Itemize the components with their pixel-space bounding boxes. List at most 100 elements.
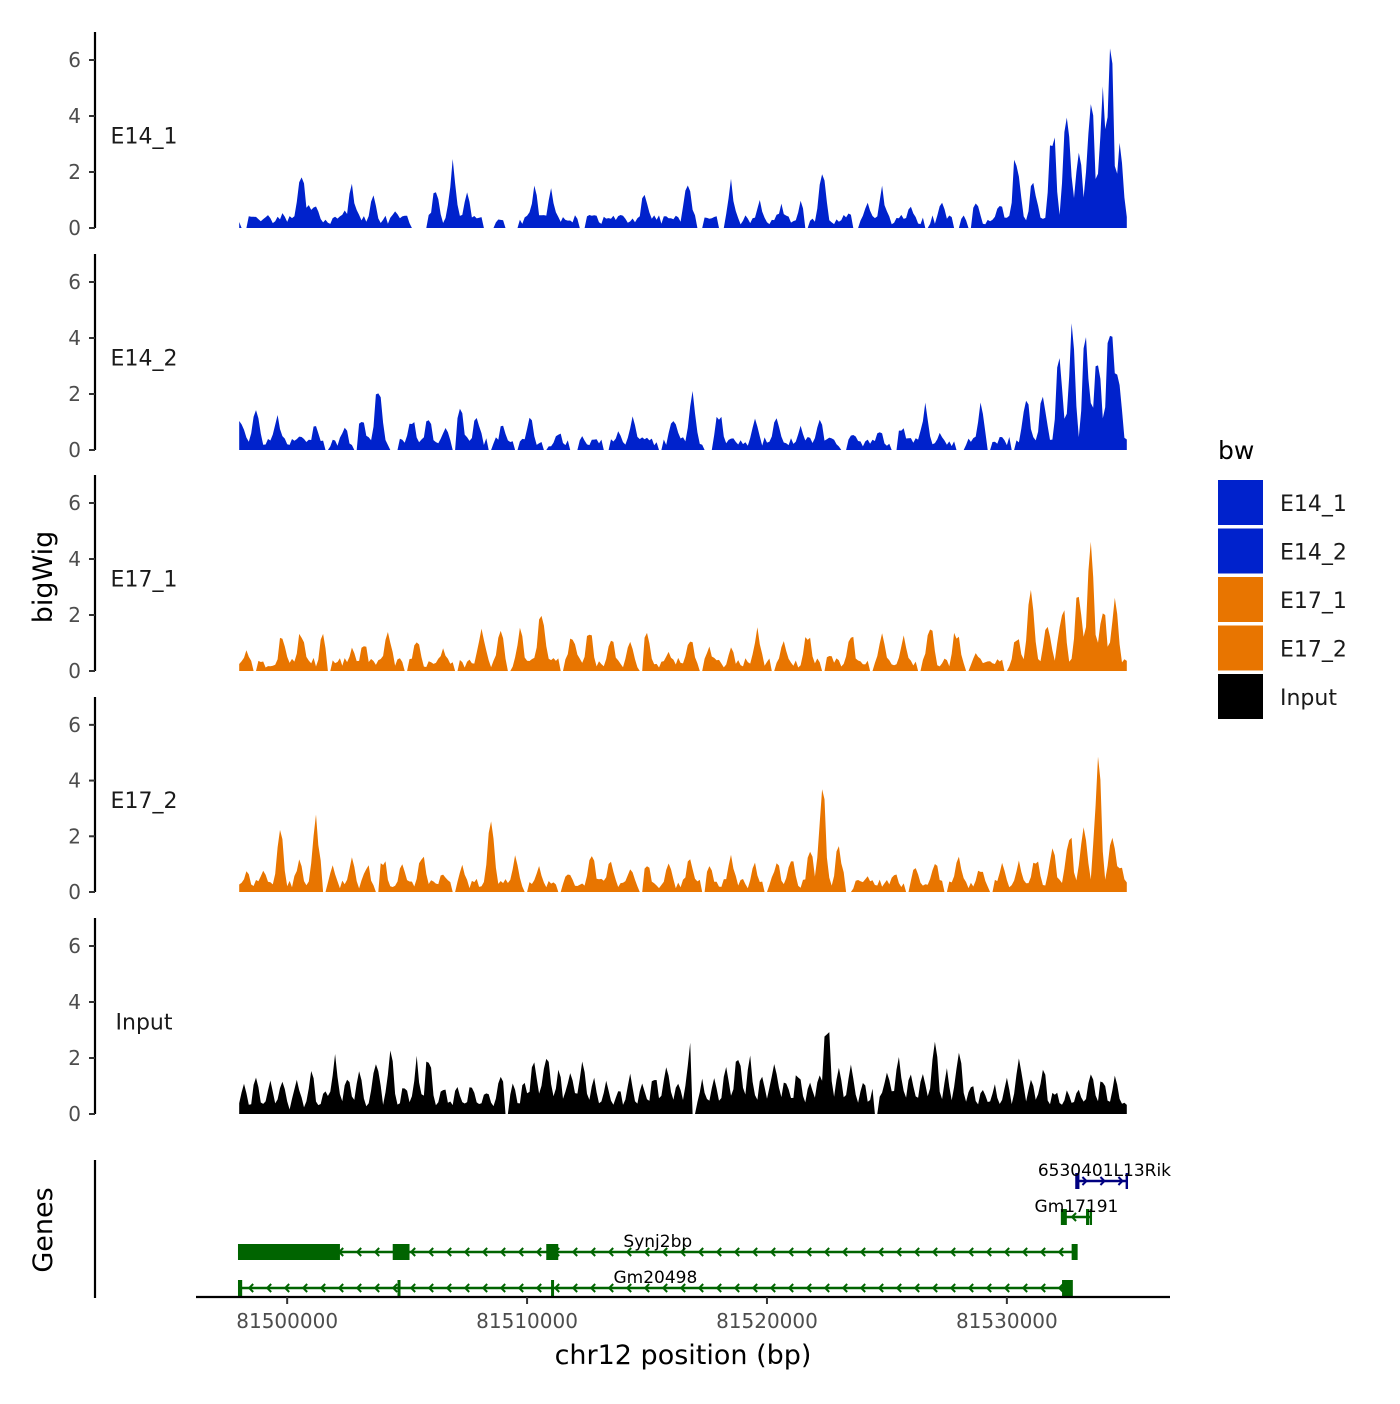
x-tick-label: 81510000 (476, 1309, 578, 1333)
y-axis-title: bigWig (28, 531, 59, 624)
y-tick-label: 2 (68, 382, 81, 406)
strand-arrow (985, 1283, 992, 1293)
strand-arrow (679, 1247, 686, 1257)
strand-arrow (661, 1283, 668, 1293)
y-tick-label: 0 (68, 659, 81, 683)
track-e14-1: 0 2 4 6 E14_1 (68, 32, 1127, 240)
strand-arrow (787, 1247, 794, 1257)
strand-arrow (373, 1247, 380, 1257)
y-tick-label: 6 (68, 48, 81, 72)
strand-arrow (715, 1247, 722, 1257)
strand-arrow (661, 1247, 668, 1257)
strand-arrow (499, 1283, 506, 1293)
strand-arrow (625, 1283, 632, 1293)
legend-entry-e14-1: E14_1 (1218, 480, 1347, 525)
gene-6530401l13rik: 6530401L13Rik (1038, 1161, 1171, 1189)
strand-arrow (1117, 1176, 1124, 1186)
gene-exon (546, 1244, 559, 1260)
strand-arrow (751, 1283, 758, 1293)
legend-swatch (1218, 674, 1263, 719)
signal-area-e14-2 (239, 323, 1127, 450)
strand-arrow (571, 1247, 578, 1257)
strand-arrow (643, 1283, 650, 1293)
y-tick-label: 0 (68, 880, 81, 904)
strand-arrow (589, 1283, 596, 1293)
strand-arrow (553, 1283, 560, 1293)
y-tick-label: 2 (68, 824, 81, 848)
y-tick-label: 0 (68, 216, 81, 240)
strand-arrow (895, 1283, 902, 1293)
strand-arrow (823, 1283, 830, 1293)
strand-arrow (733, 1283, 740, 1293)
signal-area-e17-2 (239, 756, 1127, 892)
track-e17-2: 0 2 4 6 E17_2 (68, 697, 1127, 904)
strand-arrow (463, 1283, 470, 1293)
strand-arrow (769, 1247, 776, 1257)
track-label: Input (116, 1011, 173, 1036)
track-label: E14_1 (111, 125, 178, 150)
x-tick-label: 81530000 (956, 1309, 1058, 1333)
legend-label: Input (1280, 686, 1337, 711)
strand-arrow (1070, 1212, 1077, 1222)
gene-exon (1062, 1209, 1067, 1225)
strand-arrow (841, 1283, 848, 1293)
strand-arrow (625, 1247, 632, 1257)
gene-exon (397, 1280, 401, 1296)
gene-exon (239, 1244, 340, 1260)
strand-arrow (355, 1247, 362, 1257)
y-tick-label: 6 (68, 713, 81, 737)
strand-arrow (589, 1247, 596, 1257)
strand-arrow (643, 1247, 650, 1257)
track-label: E17_1 (111, 568, 178, 593)
y-tick-label: 2 (68, 160, 81, 184)
strand-arrow (985, 1247, 992, 1257)
strand-arrow (247, 1283, 254, 1293)
strand-arrow (355, 1283, 362, 1293)
legend-label: E17_1 (1280, 589, 1347, 614)
strand-arrow (517, 1247, 524, 1257)
legend-label: E14_2 (1280, 541, 1347, 566)
strand-arrow (1081, 1176, 1088, 1186)
track-label: E17_2 (111, 789, 178, 814)
strand-arrow (499, 1247, 506, 1257)
strand-arrow (877, 1283, 884, 1293)
strand-arrow (823, 1247, 830, 1257)
legend-entry-e17-1: E17_1 (1218, 577, 1347, 622)
strand-arrow (427, 1283, 434, 1293)
strand-arrow (265, 1283, 272, 1293)
strand-arrow (787, 1283, 794, 1293)
legend-swatch (1218, 528, 1263, 574)
y-tick-label: 4 (68, 326, 81, 350)
strand-arrow (733, 1247, 740, 1257)
strand-arrow (1039, 1247, 1046, 1257)
strand-arrow (283, 1283, 290, 1293)
x-tick-label: 81500000 (236, 1309, 338, 1333)
strand-arrow (463, 1247, 470, 1257)
track-e17-1: 0 2 4 6 E17_1 (68, 475, 1127, 683)
strand-arrow (859, 1283, 866, 1293)
strand-arrow (481, 1247, 488, 1257)
y-tick-label: 6 (68, 270, 81, 294)
y-tick-label: 6 (68, 934, 81, 958)
strand-arrow (697, 1247, 704, 1257)
gene-exon (1071, 1244, 1077, 1260)
y-tick-label: 6 (68, 491, 81, 515)
gene-exon (1062, 1280, 1072, 1296)
legend-label: E14_1 (1280, 492, 1347, 517)
strand-arrow (517, 1283, 524, 1293)
strand-arrow (337, 1283, 344, 1293)
gene-exon (1086, 1209, 1090, 1225)
strand-arrow (373, 1283, 380, 1293)
strand-arrow (949, 1247, 956, 1257)
strand-arrow (409, 1283, 416, 1293)
strand-arrow (715, 1283, 722, 1293)
strand-arrow (949, 1283, 956, 1293)
gene-exon (392, 1244, 410, 1260)
y-tick-label: 0 (68, 438, 81, 462)
legend-label: E17_2 (1280, 638, 1347, 663)
gene-exon (1076, 1173, 1080, 1189)
strand-arrow (913, 1283, 920, 1293)
track-e14-2: 0 2 4 6 E14_2 (68, 254, 1127, 462)
strand-arrow (607, 1247, 614, 1257)
